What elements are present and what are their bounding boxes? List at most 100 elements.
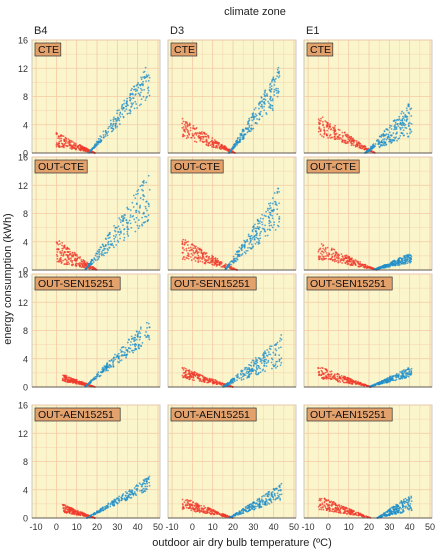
heating-point — [185, 256, 188, 259]
cooling-point — [116, 125, 119, 128]
cooling-point — [271, 98, 274, 100]
y-tick-label: 16 — [18, 153, 28, 163]
heating-point — [195, 132, 198, 135]
heating-point — [340, 374, 343, 377]
heating-point — [56, 251, 59, 253]
heating-point — [363, 265, 366, 268]
cooling-point — [112, 244, 114, 247]
heating-point — [55, 142, 58, 144]
cooling-point — [250, 234, 253, 237]
heating-point — [324, 120, 327, 122]
cooling-point — [240, 254, 243, 257]
cooling-point — [278, 75, 281, 77]
cooling-point — [258, 222, 261, 225]
cooling-point — [133, 340, 136, 342]
x-tick-label: 50 — [153, 522, 163, 532]
cooling-point — [96, 143, 99, 146]
heating-point — [66, 140, 68, 143]
cooling-point — [404, 259, 406, 262]
cooling-point — [269, 95, 272, 98]
cooling-point — [270, 224, 273, 227]
heating-point — [329, 122, 332, 125]
cooling-point — [94, 512, 97, 515]
heating-point — [70, 257, 73, 260]
heating-point — [190, 252, 193, 255]
row-label: OUT-CTE — [310, 161, 356, 173]
cooling-point — [132, 336, 135, 339]
cooling-point — [227, 383, 230, 386]
cooling-point — [374, 383, 377, 386]
cooling-point — [250, 247, 252, 250]
cooling-point — [265, 113, 268, 115]
cooling-point — [241, 253, 244, 255]
cooling-point — [276, 365, 279, 368]
cooling-point — [98, 253, 101, 256]
cooling-point — [274, 353, 277, 356]
heating-point — [350, 261, 353, 263]
cooling-point — [256, 368, 258, 371]
cooling-point — [135, 211, 138, 214]
heating-point — [323, 377, 326, 380]
cooling-point — [261, 105, 263, 108]
heating-point — [187, 253, 190, 256]
cooling-point — [275, 87, 278, 90]
cooling-point — [394, 379, 397, 382]
heating-point — [320, 373, 323, 376]
heating-point — [359, 146, 361, 149]
cooling-point — [123, 99, 126, 102]
row-label-box — [306, 42, 334, 57]
heating-point — [207, 257, 210, 260]
heating-point — [330, 247, 333, 250]
cooling-point — [116, 112, 118, 115]
heating-point — [322, 255, 324, 258]
heating-point — [83, 382, 86, 385]
heating-point — [184, 374, 187, 377]
heating-point — [204, 259, 206, 262]
heating-point — [190, 509, 193, 512]
cooling-point — [141, 223, 143, 226]
cooling-point — [404, 256, 406, 259]
cooling-point — [129, 214, 132, 217]
cooling-point — [140, 83, 143, 86]
heating-point — [317, 130, 320, 133]
cooling-point — [259, 113, 261, 116]
cooling-point — [280, 334, 283, 336]
cooling-point — [107, 127, 110, 130]
heating-point — [197, 251, 200, 254]
y-tick-label: 4 — [23, 237, 28, 247]
heating-point — [76, 146, 79, 149]
cooling-point — [109, 364, 112, 367]
cooling-point — [385, 143, 388, 146]
heating-point — [343, 381, 346, 384]
heating-point — [341, 255, 344, 258]
heating-point — [70, 146, 73, 149]
cooling-point — [124, 490, 127, 493]
cooling-point — [272, 76, 275, 79]
heating-point — [209, 258, 211, 260]
cooling-point — [274, 201, 277, 204]
heating-point — [64, 504, 67, 507]
cooling-point — [135, 193, 138, 196]
cooling-point — [268, 220, 271, 223]
cooling-point — [242, 135, 244, 137]
cooling-point — [246, 249, 249, 252]
cooling-point — [409, 108, 412, 111]
cooling-point — [382, 265, 385, 268]
cooling-point — [102, 249, 105, 252]
cooling-point — [278, 220, 281, 223]
heating-point — [327, 253, 330, 256]
heating-point — [353, 139, 356, 142]
heating-point — [58, 140, 61, 143]
cooling-point — [383, 140, 385, 143]
cooling-point — [251, 237, 254, 240]
heating-point — [67, 254, 70, 257]
cooling-point — [104, 369, 107, 372]
cooling-point — [99, 138, 102, 140]
cooling-point — [248, 124, 251, 127]
heating-point — [68, 139, 71, 142]
y-tick-label: 4 — [23, 354, 28, 364]
heating-point — [65, 137, 68, 140]
cooling-point — [127, 208, 130, 211]
cooling-point — [138, 225, 141, 227]
cooling-point — [399, 127, 402, 130]
